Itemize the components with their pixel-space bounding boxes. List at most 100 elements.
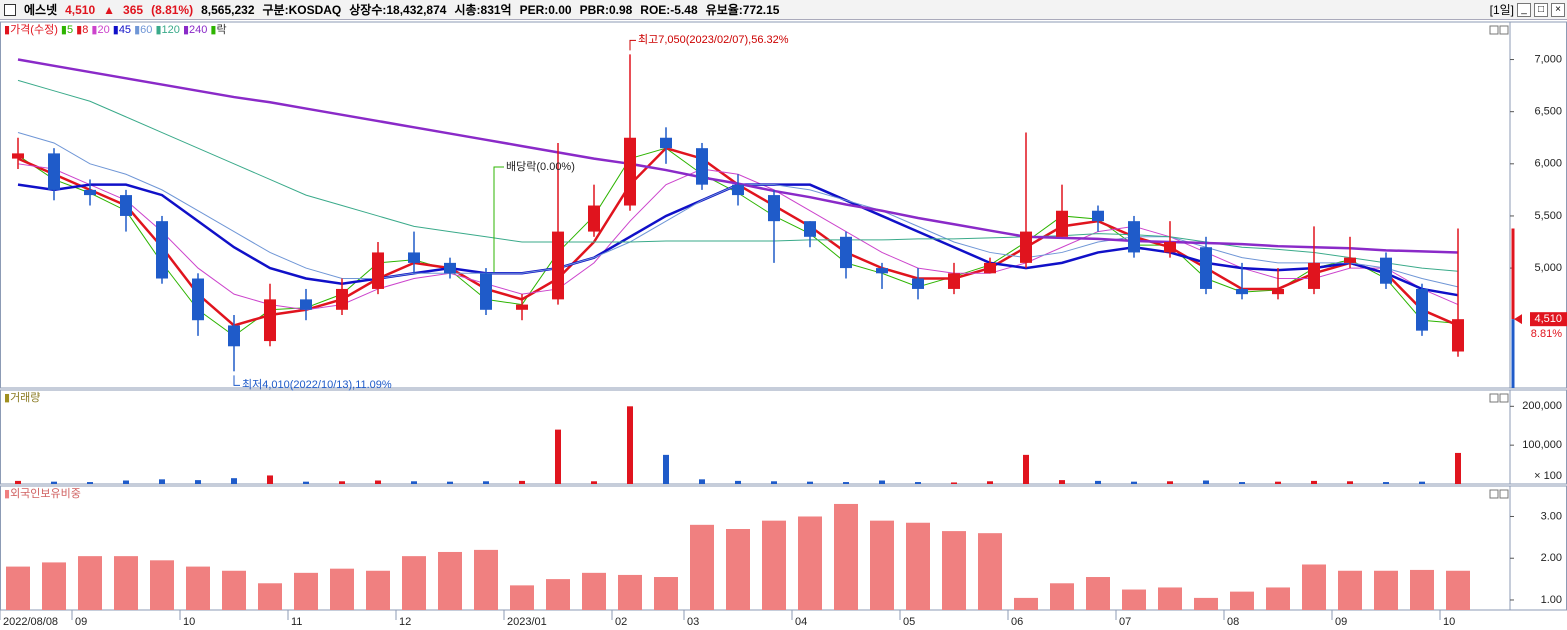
- legend-marker: ▮: [207, 24, 216, 36]
- bar: [1014, 597, 1038, 610]
- candle-body: [444, 262, 456, 274]
- bar: [1167, 481, 1173, 484]
- candle-body: [624, 137, 636, 206]
- bar: [834, 503, 858, 610]
- bar: [87, 482, 93, 484]
- x-tick-label: 09: [1335, 616, 1347, 628]
- bar: [1455, 452, 1461, 484]
- annotation-arrow: [233, 375, 240, 386]
- close[interactable]: ×: [1551, 2, 1565, 17]
- legend-entry: 240: [189, 24, 207, 36]
- bar: [159, 479, 165, 484]
- legend-entry: 60: [140, 24, 152, 36]
- candle-body: [804, 221, 816, 237]
- bar: [546, 579, 570, 610]
- window-controls: [1일] _ □ ×: [1490, 1, 1567, 18]
- candle-body: [336, 288, 348, 310]
- bar: [771, 481, 777, 484]
- bar: [366, 570, 390, 610]
- bar: [1446, 570, 1470, 610]
- panel-marker: ▮: [4, 488, 10, 500]
- bar: [510, 585, 534, 610]
- price-pointer: [1514, 314, 1522, 325]
- candle-body: [12, 153, 24, 159]
- dividend-marker: [493, 166, 504, 273]
- x-tick-label: 12: [399, 616, 411, 628]
- candle-body: [552, 231, 564, 300]
- panel-button: [1489, 489, 1499, 499]
- candle-body: [1272, 288, 1284, 295]
- legend-marker: ▮: [58, 24, 67, 36]
- candle-body: [732, 184, 744, 196]
- legend-entry: 8: [82, 24, 88, 36]
- candle-body: [48, 153, 60, 190]
- candle-body: [156, 221, 168, 279]
- bar: [222, 570, 246, 610]
- panel-title: ▮외국인보유비중: [4, 487, 81, 500]
- annotation-high: 최고7,050(2023/02/07),56.32%: [638, 33, 789, 46]
- price: 4,510: [65, 2, 96, 17]
- candle-body: [120, 195, 132, 216]
- x-tick-label: 11: [291, 616, 302, 628]
- panel-button: [1489, 25, 1499, 35]
- bar: [735, 480, 741, 484]
- annotation-dividend: 배당락(0.00%): [506, 160, 575, 173]
- shares: 상장수:18,432,874: [349, 3, 447, 17]
- candle-body: [984, 262, 996, 274]
- candle-body: [1236, 288, 1248, 295]
- bar: [1302, 564, 1326, 610]
- legend-entry: 45: [119, 24, 131, 36]
- bar: [1230, 591, 1254, 610]
- y-tick-label: 6,500: [1534, 106, 1562, 118]
- candle-body: [696, 148, 708, 185]
- legend-entry: 20: [97, 24, 109, 36]
- restore[interactable]: □: [1534, 2, 1548, 17]
- period[interactable]: [1일]: [1489, 3, 1514, 17]
- bar: [6, 566, 30, 610]
- unit-label: × 100: [1534, 470, 1562, 482]
- bar: [294, 572, 318, 610]
- bar: [114, 556, 138, 610]
- x-tick-label: 08: [1227, 616, 1239, 628]
- annotation-low: 최저4,010(2022/10/13),11.09%: [242, 378, 392, 391]
- bar: [1266, 587, 1290, 610]
- checkbox[interactable]: [4, 3, 16, 16]
- bar: [1050, 583, 1074, 610]
- y-tick-label: 1.00: [1541, 594, 1562, 606]
- y-tick-label: 2.00: [1541, 552, 1562, 564]
- legend-entry: 120: [162, 24, 180, 36]
- header: 에스넷 4,510 ▲ 365 (8.81%) 8,565,232 구분:KOS…: [0, 0, 1567, 20]
- x-tick-label: 10: [183, 616, 195, 628]
- x-tick-label: 04: [795, 616, 807, 628]
- legend-marker: ▮: [152, 24, 161, 36]
- bar: [195, 480, 201, 484]
- bar: [582, 572, 606, 610]
- bar: [123, 480, 129, 484]
- y-tick-label: 5,500: [1534, 210, 1562, 222]
- x-tick-label: 05: [903, 616, 915, 628]
- bar: [186, 566, 210, 610]
- legend-entry: 락: [216, 23, 226, 36]
- candle-body: [660, 137, 672, 149]
- candle-body: [948, 273, 960, 289]
- bar: [987, 481, 993, 484]
- minimize[interactable]: _: [1517, 2, 1531, 17]
- panel-button: [1489, 393, 1499, 403]
- bar: [402, 556, 426, 610]
- candle-body: [192, 278, 204, 321]
- y-tick-label: 5,000: [1534, 262, 1562, 274]
- bar: [15, 480, 21, 484]
- price-tag: [1530, 312, 1567, 327]
- bar: [690, 524, 714, 610]
- bar: [1158, 587, 1182, 610]
- bar: [1203, 480, 1209, 484]
- panel: [0, 21, 1567, 389]
- candle-body: [588, 205, 600, 232]
- per: PER:0.00: [519, 2, 572, 17]
- bar: [1095, 480, 1101, 484]
- bar: [591, 481, 597, 484]
- candle-body: [1416, 288, 1428, 331]
- bar: [942, 531, 966, 610]
